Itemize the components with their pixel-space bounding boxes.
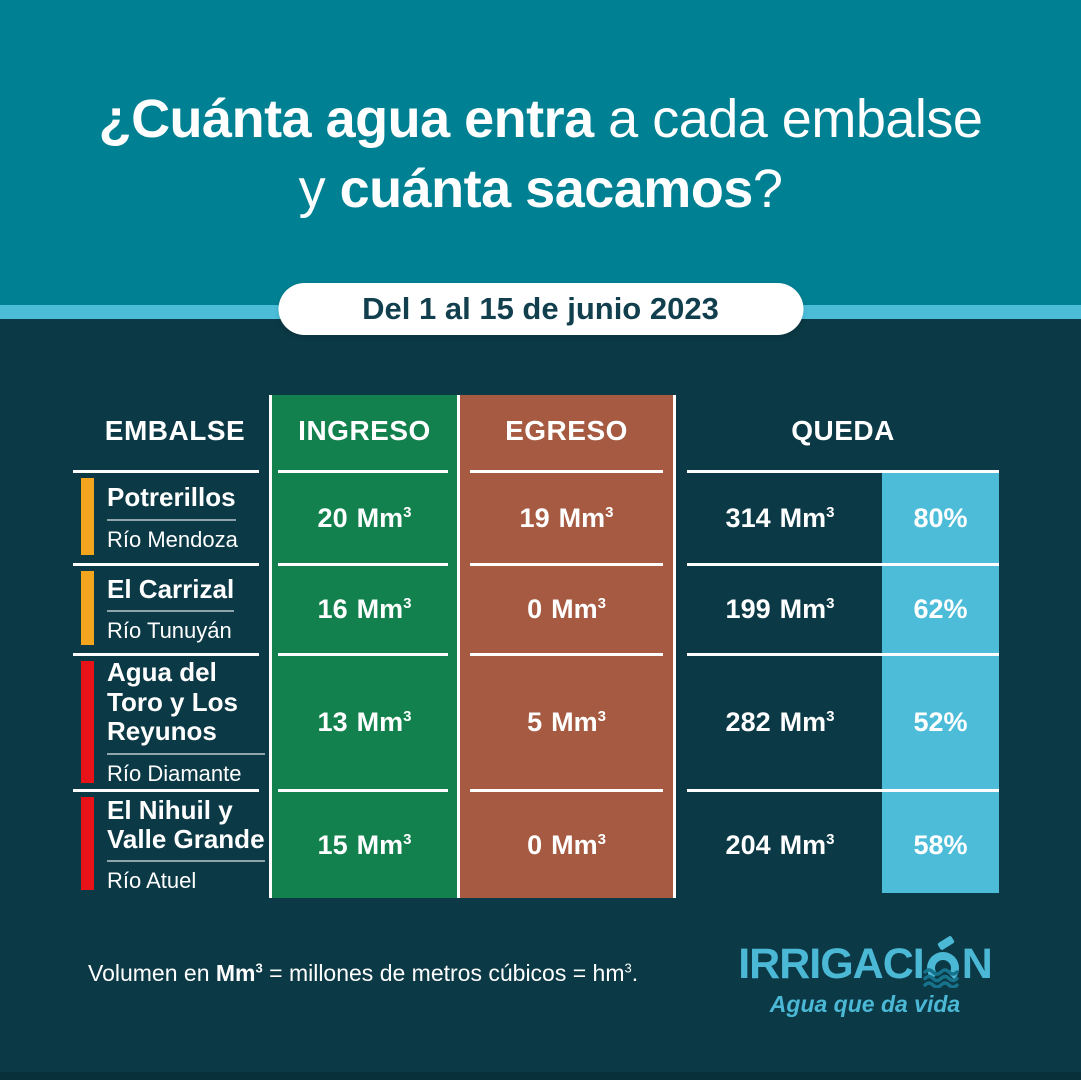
reservoir-status-bar (81, 571, 94, 645)
egreso-value: 0 Mm3 (527, 594, 606, 624)
queda-percentage: 52% (913, 707, 968, 737)
river-name: Río Mendoza (107, 526, 238, 552)
header-underline (73, 470, 259, 473)
logo-accent-mark (936, 934, 955, 951)
queda-value: 204 Mm3 (725, 829, 835, 860)
row-separator (470, 789, 663, 792)
queda-percentage: 62% (913, 594, 968, 624)
river-name: Río Tunuyán (107, 618, 232, 644)
reservoir-name: Agua del Toro y Los Reyunos (107, 658, 265, 755)
header-banner (0, 0, 1081, 305)
bottom-border-strip (0, 1072, 1081, 1080)
row-separator (687, 653, 999, 656)
title-bold-1: ¿Cuánta agua entra (98, 89, 595, 149)
table-row-embalse: Potrerillos Río Mendoza (75, 473, 265, 563)
page-title: ¿Cuánta agua entra a cada embalse y cuán… (0, 84, 1081, 224)
ingreso-value: 15 Mm3 (317, 829, 412, 860)
reservoir-name: Potrerillos (107, 482, 236, 521)
table-row-embalse: Agua del Toro y Los Reyunos Río Diamante (75, 656, 265, 789)
logo-o-arc (926, 951, 959, 984)
river-name: Río Atuel (107, 868, 197, 894)
header-underline (278, 470, 448, 473)
header-underline (687, 470, 999, 473)
egreso-value: 19 Mm3 (519, 502, 614, 533)
reservoir-name: El Carrizal (107, 574, 235, 613)
row-separator (470, 563, 663, 566)
row-separator (278, 563, 448, 566)
reservoir-status-bar (81, 478, 94, 555)
column-header-egreso: EGRESO (505, 415, 628, 446)
column-header-embalse: EMBALSE (104, 415, 246, 446)
queda-value: 314 Mm3 (725, 502, 835, 533)
percentage-column-background (882, 473, 999, 893)
reservoir-status-bar (81, 661, 94, 783)
row-separator (687, 789, 999, 792)
row-separator (73, 789, 259, 792)
reservoir-status-bar (81, 797, 94, 890)
river-name: Río Diamante (107, 760, 242, 786)
ingreso-value: 16 Mm3 (317, 594, 412, 624)
queda-percentage: 80% (913, 502, 968, 533)
volume-unit-note: Volumen en Mm3 = millones de metros cúbi… (88, 960, 639, 986)
logo-wordmark: IRRIGACI N (733, 934, 997, 989)
water-waves-icon (923, 967, 959, 988)
egreso-column-background (457, 395, 676, 898)
logo-o-water-icon (923, 934, 961, 988)
logo-tagline: Agua que da vida (769, 991, 961, 1017)
date-badge-label: Del 1 al 15 de junio 2023 (362, 291, 719, 326)
irrigacion-logo: IRRIGACI N Agua que da vida (733, 934, 997, 1018)
title-bold-2: cuánta sacamos (339, 159, 754, 220)
table-row-embalse: El Carrizal Río Tunuyán (75, 566, 265, 653)
date-badge: Del 1 al 15 de junio 2023 (278, 283, 803, 335)
ingreso-column-background (269, 395, 457, 898)
queda-value: 199 Mm3 (725, 594, 835, 624)
title-line-1: ¿Cuánta agua entra a cada embalse (0, 84, 1081, 154)
title-question-mark: ? (752, 159, 783, 220)
queda-percentage: 58% (913, 829, 968, 860)
egreso-value: 0 Mm3 (527, 829, 606, 860)
title-line-2: y cuánta sacamos? (0, 154, 1081, 224)
row-separator (687, 563, 999, 566)
row-separator (470, 653, 663, 656)
row-separator (278, 653, 448, 656)
ingreso-value: 20 Mm3 (317, 502, 412, 533)
column-header-queda: QUEDA (791, 415, 895, 446)
logo-text-end: N (961, 940, 993, 988)
header-underline (470, 470, 663, 473)
reservoir-name: El Nihuil y Valle Grande (107, 795, 265, 863)
egreso-value: 5 Mm3 (527, 707, 606, 737)
title-regular-1: a cada embalse (593, 89, 983, 149)
row-separator (73, 653, 259, 656)
row-separator (73, 563, 259, 566)
queda-value: 282 Mm3 (725, 707, 835, 737)
column-header-ingreso: INGRESO (298, 415, 431, 446)
title-regular-2: y (298, 159, 340, 220)
ingreso-value: 13 Mm3 (317, 707, 412, 737)
table-row-embalse: El Nihuil y Valle Grande Río Atuel (75, 792, 265, 898)
row-separator (278, 789, 448, 792)
logo-text-start: IRRIGACI (738, 940, 924, 988)
